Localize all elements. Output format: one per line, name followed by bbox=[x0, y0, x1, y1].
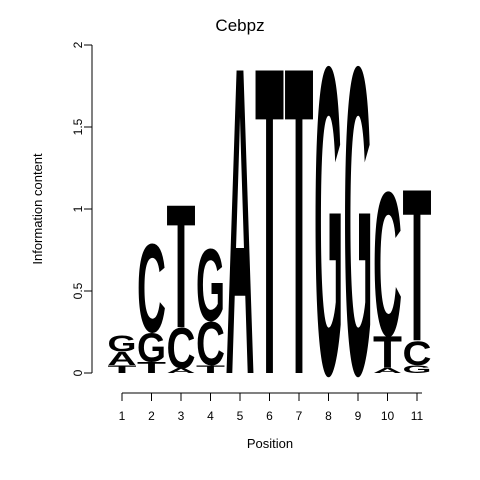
y-tick-label: 0.5 bbox=[71, 282, 85, 299]
position-stack: ATC bbox=[373, 151, 402, 380]
y-axis-label: Information content bbox=[30, 153, 45, 265]
logo-letter-G: G bbox=[108, 331, 137, 357]
logo-letter-A: A bbox=[373, 367, 402, 375]
position-stack: GCT bbox=[403, 144, 432, 387]
position-stack: TCG bbox=[196, 229, 225, 379]
logo-letter-T: T bbox=[255, 0, 284, 467]
y-tick-label: 1.5 bbox=[71, 118, 85, 135]
y-tick-label: 1 bbox=[71, 205, 85, 212]
logo-letter-C: C bbox=[403, 334, 432, 373]
x-tick-label: 9 bbox=[355, 409, 362, 423]
logo-letter-G: G bbox=[196, 229, 225, 343]
x-tick-label: 5 bbox=[237, 409, 244, 423]
logo-letter-T: T bbox=[167, 169, 196, 366]
logo-letter-C: C bbox=[167, 317, 196, 381]
position-stack: A bbox=[226, 0, 255, 467]
logo-letter-T: T bbox=[285, 0, 314, 467]
position-stack: T bbox=[285, 0, 314, 467]
x-tick-label: 10 bbox=[381, 409, 395, 423]
x-tick-label: 2 bbox=[148, 409, 155, 423]
logo-letter-T: T bbox=[196, 363, 225, 376]
logo-letter-G: G bbox=[137, 325, 166, 371]
position-stack: ACT bbox=[167, 169, 196, 381]
logo-letter-G: G bbox=[403, 363, 432, 376]
x-tick-label: 3 bbox=[178, 409, 185, 423]
x-tick-label: 7 bbox=[296, 409, 303, 423]
position-stack: G bbox=[344, 0, 373, 467]
x-axis: 1 2 3 4 5 6 7 8 9 10 11 bbox=[119, 392, 424, 423]
logo-letter-C: C bbox=[137, 217, 166, 358]
logo-letter-T: T bbox=[108, 363, 137, 376]
chart-title: Cebpz bbox=[215, 16, 264, 35]
logo-letter-T: T bbox=[373, 327, 402, 378]
y-tick-label: 0 bbox=[71, 369, 85, 376]
x-tick-label: 4 bbox=[207, 409, 214, 423]
position-stack: G bbox=[314, 0, 343, 467]
x-axis-label: Position bbox=[247, 436, 293, 451]
logo-letter-A: A bbox=[108, 348, 137, 369]
logo-letter-C: C bbox=[196, 310, 225, 379]
position-stack: T bbox=[255, 0, 284, 467]
y-axis: 0 0.5 1 1.5 2 bbox=[71, 41, 93, 376]
logo-letter-G: G bbox=[344, 0, 373, 467]
y-tick-label: 2 bbox=[71, 41, 85, 48]
position-stack: TGC bbox=[137, 217, 166, 376]
x-tick-label: 8 bbox=[325, 409, 332, 423]
x-tick-label: 11 bbox=[411, 409, 424, 423]
logo-letter-C: C bbox=[373, 151, 402, 380]
x-tick-label: 6 bbox=[266, 409, 273, 423]
logo-letter-A: A bbox=[167, 367, 196, 375]
logo-letter-A: A bbox=[226, 0, 255, 467]
position-stack: TAG bbox=[108, 331, 137, 376]
x-tick-label: 1 bbox=[119, 409, 126, 423]
logo-letter-T: T bbox=[403, 144, 432, 387]
logo-letter-T: T bbox=[137, 359, 166, 377]
logo-letter-G: G bbox=[314, 0, 343, 467]
